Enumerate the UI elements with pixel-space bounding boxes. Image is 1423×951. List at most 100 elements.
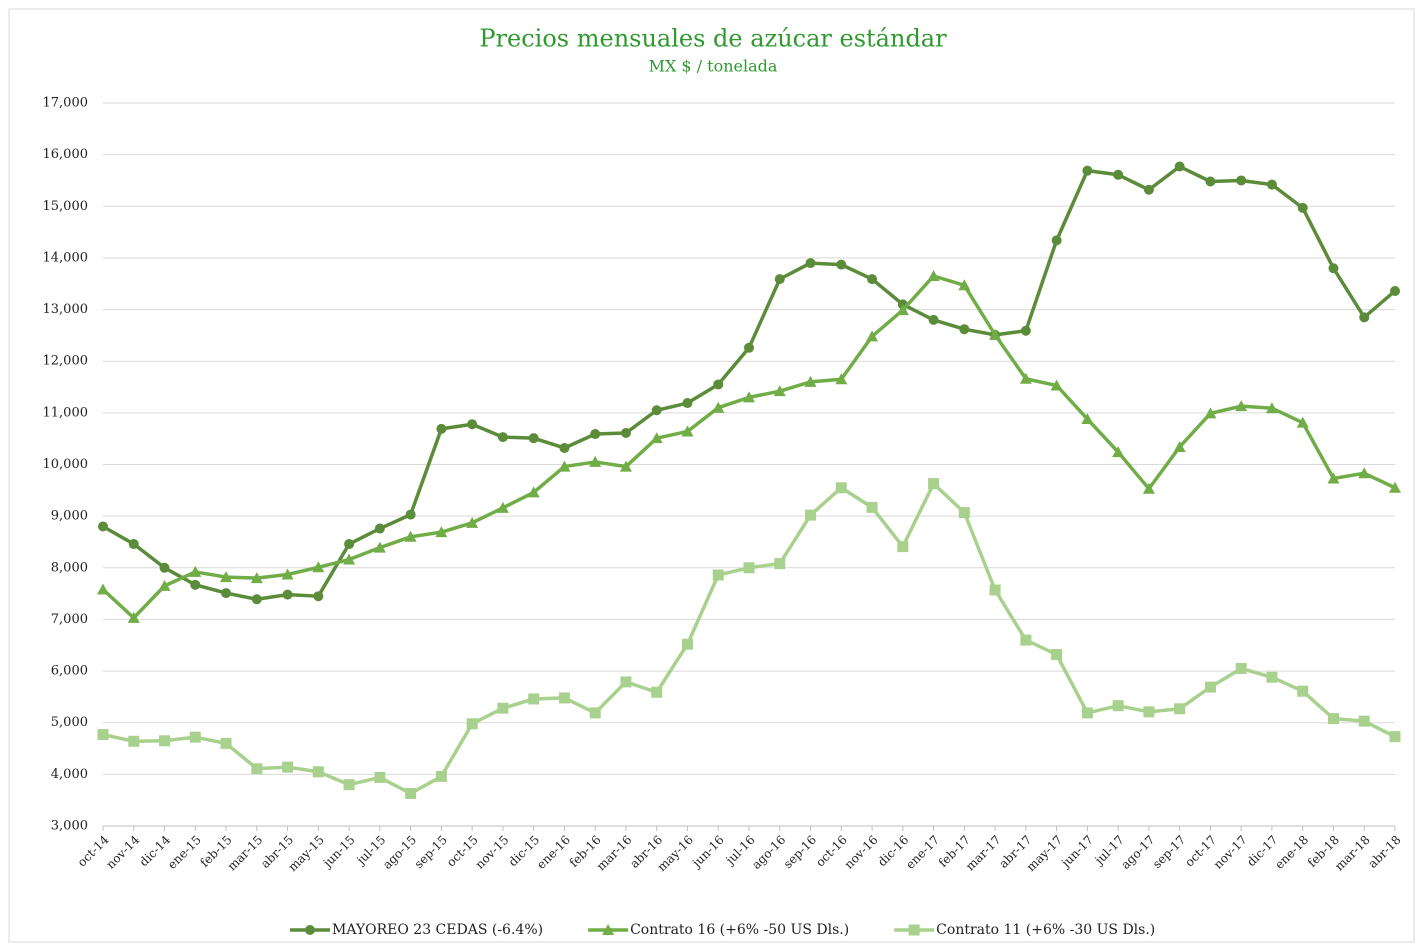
marker xyxy=(1389,481,1401,493)
y-tick-label: 14,000 xyxy=(43,250,89,265)
marker xyxy=(835,373,848,385)
marker xyxy=(374,771,386,783)
marker xyxy=(866,330,879,342)
marker xyxy=(1328,263,1339,274)
marker xyxy=(1236,175,1247,186)
marker xyxy=(1327,713,1339,725)
marker xyxy=(189,731,201,743)
marker xyxy=(1173,440,1186,452)
marker xyxy=(804,375,817,387)
marker xyxy=(374,523,385,534)
marker xyxy=(620,676,632,688)
marker xyxy=(1081,413,1094,425)
marker xyxy=(528,433,539,444)
marker xyxy=(1235,662,1247,674)
y-tick-label: 6,000 xyxy=(51,664,88,679)
marker xyxy=(681,425,694,437)
y-tick-label: 10,000 xyxy=(43,457,89,472)
marker xyxy=(159,735,171,747)
marker xyxy=(1112,700,1124,712)
marker xyxy=(927,270,940,282)
marker xyxy=(1050,379,1063,391)
marker xyxy=(128,735,140,747)
marker xyxy=(405,787,417,799)
marker xyxy=(1020,325,1031,336)
marker xyxy=(436,423,447,434)
chart-border xyxy=(8,8,1415,943)
marker xyxy=(312,766,324,778)
marker xyxy=(743,391,755,403)
marker xyxy=(435,770,447,782)
marker xyxy=(1266,179,1277,190)
marker xyxy=(1143,706,1155,718)
marker xyxy=(866,501,878,513)
marker xyxy=(497,432,508,443)
marker xyxy=(496,501,509,513)
marker xyxy=(681,638,693,650)
marker xyxy=(744,342,754,353)
marker xyxy=(682,398,693,409)
marker xyxy=(774,558,786,570)
marker xyxy=(497,702,509,714)
marker xyxy=(527,486,540,498)
marker xyxy=(651,405,662,416)
marker xyxy=(836,259,847,270)
marker xyxy=(528,693,540,705)
marker xyxy=(928,478,940,490)
marker xyxy=(1174,161,1185,172)
marker xyxy=(650,432,663,444)
marker xyxy=(959,324,970,335)
legend-label: Contrato 16 (+6% -50 US Dls.) xyxy=(630,922,849,938)
marker xyxy=(1081,707,1093,719)
marker xyxy=(373,541,386,553)
marker xyxy=(1205,176,1216,187)
marker xyxy=(743,562,755,574)
marker xyxy=(1112,446,1125,458)
marker xyxy=(343,553,356,565)
marker xyxy=(98,521,108,532)
marker xyxy=(159,562,170,573)
marker xyxy=(305,925,315,935)
marker xyxy=(435,526,448,538)
marker xyxy=(1390,285,1400,296)
marker xyxy=(1389,731,1401,743)
marker xyxy=(897,541,909,553)
marker xyxy=(190,579,201,590)
marker xyxy=(1297,685,1309,697)
y-tick-label: 16,000 xyxy=(43,147,89,162)
marker xyxy=(344,539,355,550)
marker xyxy=(312,561,325,573)
marker xyxy=(220,571,233,583)
y-tick-label: 9,000 xyxy=(51,509,88,524)
y-tick-label: 3,000 xyxy=(51,819,88,834)
marker xyxy=(558,692,570,704)
marker xyxy=(908,924,920,936)
marker xyxy=(343,779,355,791)
marker xyxy=(1265,402,1278,414)
marker xyxy=(97,583,109,595)
marker xyxy=(1359,312,1370,323)
y-tick-label: 12,000 xyxy=(43,354,89,369)
legend-label: MAYOREO 23 CEDAS (-6.4%) xyxy=(332,922,543,938)
marker xyxy=(558,460,571,472)
marker xyxy=(774,274,785,285)
marker xyxy=(1204,407,1217,419)
y-tick-label: 5,000 xyxy=(51,715,88,730)
marker xyxy=(1143,184,1154,195)
marker xyxy=(958,279,971,291)
marker xyxy=(602,924,615,935)
marker xyxy=(97,729,109,741)
marker xyxy=(958,507,970,519)
marker xyxy=(713,379,724,390)
marker xyxy=(127,611,140,623)
y-tick-label: 17,000 xyxy=(43,96,89,111)
marker xyxy=(835,482,847,494)
marker xyxy=(282,589,293,600)
marker xyxy=(712,401,725,413)
marker xyxy=(1174,703,1186,715)
marker xyxy=(1358,715,1370,727)
y-tick-label: 11,000 xyxy=(43,405,89,420)
marker xyxy=(1142,482,1155,494)
marker xyxy=(1051,649,1063,661)
marker xyxy=(1020,634,1032,646)
